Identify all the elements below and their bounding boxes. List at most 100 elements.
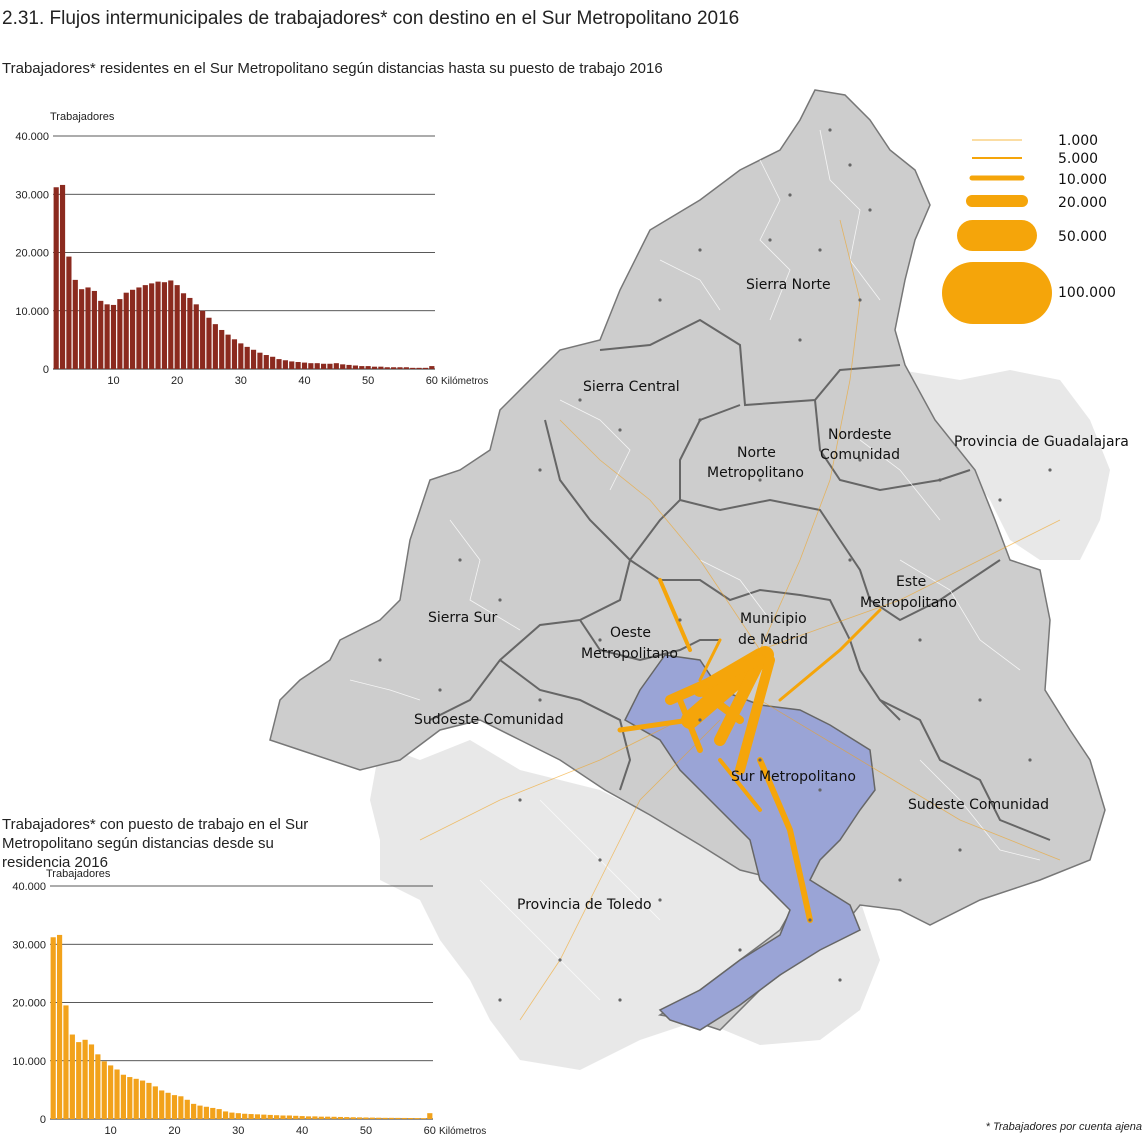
x-axis-label: Kilómetros [441, 376, 488, 387]
zone-label-sudoeste: Sudoeste Comunidad [414, 712, 564, 728]
bar [161, 282, 167, 369]
top-bar-chart: Trabajadores 0 10.000 20.000 30.000 40.000 10 2… [15, 111, 488, 387]
bar [79, 289, 85, 369]
bar [95, 1054, 101, 1119]
bar [365, 366, 371, 369]
bar [301, 362, 308, 369]
bar [325, 1116, 331, 1119]
x-axis-label: Kilómetros [439, 1126, 486, 1135]
zone-label-toledo: Provincia de Toledo [517, 897, 652, 913]
bar [72, 279, 78, 369]
zone-label-madrid-1: Municipio [740, 611, 807, 627]
bar [395, 1117, 401, 1119]
bar [248, 1114, 254, 1119]
bar [340, 364, 346, 369]
bar [98, 300, 104, 369]
bar [378, 366, 384, 369]
bar [117, 299, 123, 369]
y-tick-label: 20.000 [15, 248, 49, 260]
bar [149, 283, 155, 369]
bar [142, 285, 148, 369]
x-tick-label: 30 [235, 375, 247, 387]
bar [212, 324, 218, 369]
bar [127, 1077, 133, 1119]
legend-label-50000: 50.000 [1058, 229, 1107, 245]
bar [120, 1074, 126, 1119]
bar [299, 1116, 305, 1119]
bar [152, 1086, 158, 1119]
sur-metropolitano-area [624, 654, 876, 1031]
bar [200, 310, 206, 369]
bar [165, 1092, 171, 1119]
bar [197, 1105, 203, 1119]
bar [231, 339, 238, 369]
bar [289, 361, 295, 369]
bar [229, 1112, 235, 1119]
zone-label-este-2: Metropolitano [860, 595, 957, 611]
zone-label-guadalajara: Provincia de Guadalajara [954, 434, 1129, 450]
bar [174, 285, 180, 369]
bar [276, 359, 282, 369]
bar [254, 1114, 261, 1119]
bar [267, 1114, 273, 1119]
bar [219, 329, 225, 369]
bar [261, 1114, 267, 1119]
bar [210, 1107, 216, 1119]
zone-label-sierra-central: Sierra Central [583, 379, 680, 395]
y-axis-label: Trabajadores [46, 868, 111, 880]
bar [235, 1113, 241, 1119]
bar [108, 1065, 114, 1119]
bar [168, 280, 174, 369]
bar [305, 1116, 312, 1119]
y-tick-label: 0 [40, 1114, 46, 1126]
zone-label-nordeste-2: Comunidad [820, 447, 900, 463]
bar [187, 297, 193, 369]
bar [101, 1061, 107, 1119]
bar [422, 367, 429, 369]
bar [180, 293, 187, 369]
x-tick-label: 30 [232, 1125, 244, 1135]
bar [76, 1042, 82, 1119]
zone-label-sur: Sur Metropolitano [731, 769, 856, 785]
y-tick-label: 40.000 [12, 881, 46, 893]
legend-swatch-100000 [942, 262, 1052, 324]
bar [371, 366, 378, 369]
bar [104, 304, 110, 369]
legend-label-10000: 10.000 [1058, 172, 1107, 188]
bar [88, 1044, 95, 1119]
bar [146, 1082, 152, 1119]
bar [82, 1039, 88, 1119]
y-tick-label: 20.000 [12, 998, 46, 1010]
bar [123, 292, 129, 369]
zone-label-este-1: Este [896, 574, 926, 590]
bar [357, 1117, 363, 1119]
x-tick-label: 60 [424, 1125, 436, 1135]
bar [359, 366, 365, 369]
x-tick-label: 60 [426, 375, 438, 387]
legend-label-20000: 20.000 [1058, 195, 1107, 211]
bar [337, 1116, 344, 1119]
zone-label-sierra-norte: Sierra Norte [746, 277, 831, 293]
zone-label-oeste-2: Metropolitano [581, 646, 678, 662]
bar [139, 1080, 146, 1119]
bar [397, 367, 403, 369]
bar [270, 356, 276, 369]
y-tick-label: 0 [43, 364, 49, 376]
x-tick-label: 40 [298, 375, 310, 387]
x-tick-label: 50 [360, 1125, 372, 1135]
bar [350, 1117, 356, 1119]
bar [133, 1078, 139, 1119]
y-tick-label: 30.000 [12, 939, 46, 951]
zone-label-sierra-sur: Sierra Sur [428, 610, 497, 626]
bar [314, 363, 320, 369]
bar [110, 304, 117, 369]
bar [225, 334, 231, 369]
bar [193, 304, 199, 369]
zone-label-norte-2: Metropolitano [707, 465, 804, 481]
bar [274, 1115, 280, 1119]
guadalajara-province-area [900, 370, 1110, 560]
bar [333, 363, 339, 369]
zone-label-sudeste: Sudeste Comunidad [908, 797, 1049, 813]
bottom-bar-chart: Trabajadores 0 10.000 20.000 30.000 40.000 10 2… [12, 868, 486, 1135]
zone-boundaries [429, 318, 1051, 841]
